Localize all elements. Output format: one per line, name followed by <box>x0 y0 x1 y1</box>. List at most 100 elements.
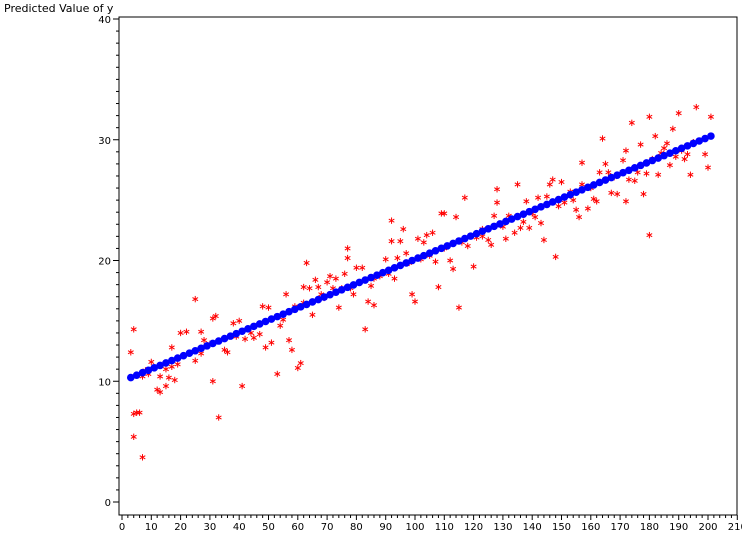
y-axis: 0 10 20 30 40 <box>98 15 119 509</box>
star-stroke <box>247 330 254 335</box>
observed-point <box>224 349 231 356</box>
observed-point <box>494 199 501 206</box>
star-stroke <box>681 157 688 162</box>
star-stroke <box>285 338 293 343</box>
observed-point <box>359 264 366 271</box>
star-stroke <box>455 305 462 310</box>
star-stroke <box>593 199 600 204</box>
observed-point <box>704 164 712 171</box>
observed-point <box>192 295 199 303</box>
star-stroke <box>242 336 249 342</box>
star-stroke <box>209 316 216 321</box>
observed-point <box>488 241 495 249</box>
observed-point <box>637 141 644 148</box>
predicted-points <box>126 132 715 382</box>
star-stroke <box>646 114 653 119</box>
observed-point <box>353 264 360 271</box>
star-stroke <box>584 206 591 211</box>
star-stroke <box>570 198 577 203</box>
star-stroke <box>631 178 638 183</box>
star-stroke <box>599 136 606 141</box>
observed-point <box>344 245 351 252</box>
observed-point <box>693 103 700 111</box>
star-stroke <box>526 225 533 230</box>
star-stroke <box>139 455 146 460</box>
star-stroke <box>370 303 378 308</box>
observed-point <box>622 147 629 154</box>
observed-point <box>643 170 650 177</box>
observed-point <box>148 358 155 366</box>
star-stroke <box>300 285 307 290</box>
observed-point <box>640 190 647 198</box>
observed-point <box>702 151 709 158</box>
x-tick-label: 90 <box>379 522 392 533</box>
x-tick-label: 0 <box>119 522 125 533</box>
observed-point <box>397 237 404 245</box>
x-tick-label: 80 <box>350 522 363 533</box>
observed-point <box>136 409 143 416</box>
observed-point <box>681 155 688 163</box>
observed-point <box>388 237 395 245</box>
star-stroke <box>130 327 137 332</box>
observed-point <box>300 283 307 291</box>
star-stroke <box>578 182 586 187</box>
star-stroke <box>614 192 621 197</box>
plot-border <box>118 16 738 516</box>
star-stroke <box>315 285 322 290</box>
star-stroke <box>555 204 562 209</box>
observed-point <box>183 328 190 335</box>
star-stroke <box>590 196 597 201</box>
observed-point <box>511 229 518 236</box>
star-stroke <box>523 199 530 204</box>
observed-point <box>277 322 284 329</box>
star-stroke <box>447 258 454 263</box>
x-tick-label: 30 <box>204 522 217 533</box>
star-stroke <box>452 214 460 220</box>
star-stroke <box>268 340 275 345</box>
star-stroke <box>324 280 331 285</box>
star-stroke <box>365 299 372 304</box>
star-stroke <box>192 297 199 302</box>
star-stroke <box>130 434 137 439</box>
observed-point <box>341 270 348 277</box>
star-stroke <box>335 305 342 310</box>
plot-frame <box>118 16 738 516</box>
star-stroke <box>359 265 366 270</box>
observed-point <box>707 113 714 121</box>
observed-point <box>655 171 662 178</box>
star-stroke <box>262 345 269 350</box>
observed-point <box>669 125 676 133</box>
observed-point <box>517 224 524 232</box>
star-stroke <box>707 114 714 119</box>
observed-point <box>584 205 591 212</box>
star-stroke <box>470 264 477 269</box>
star-stroke <box>687 172 694 177</box>
observed-point <box>127 349 134 356</box>
star-stroke <box>622 148 629 153</box>
observed-point <box>646 231 653 239</box>
observed-point <box>239 382 246 390</box>
star-stroke <box>675 111 682 116</box>
observed-point <box>423 231 430 239</box>
star-stroke <box>596 170 603 175</box>
observed-point <box>622 198 629 205</box>
x-tick-label: 110 <box>435 522 454 533</box>
star-stroke <box>702 152 709 157</box>
star-stroke <box>127 350 134 355</box>
observed-point <box>209 315 216 322</box>
observed-point <box>452 213 460 221</box>
observed-point <box>432 258 439 265</box>
observed-point <box>450 265 457 273</box>
observed-point <box>461 194 468 201</box>
observed-point <box>297 359 304 367</box>
observed-point <box>687 171 694 178</box>
star-stroke <box>511 230 518 235</box>
observed-point <box>168 344 175 351</box>
observed-point <box>221 346 228 354</box>
observed-point <box>608 189 615 197</box>
star-stroke <box>391 276 398 281</box>
observed-point <box>514 181 521 188</box>
observed-point <box>555 202 562 210</box>
star-stroke <box>265 305 272 310</box>
